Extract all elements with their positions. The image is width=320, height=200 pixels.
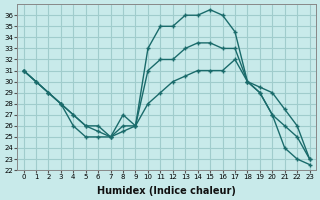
X-axis label: Humidex (Indice chaleur): Humidex (Indice chaleur) xyxy=(97,186,236,196)
